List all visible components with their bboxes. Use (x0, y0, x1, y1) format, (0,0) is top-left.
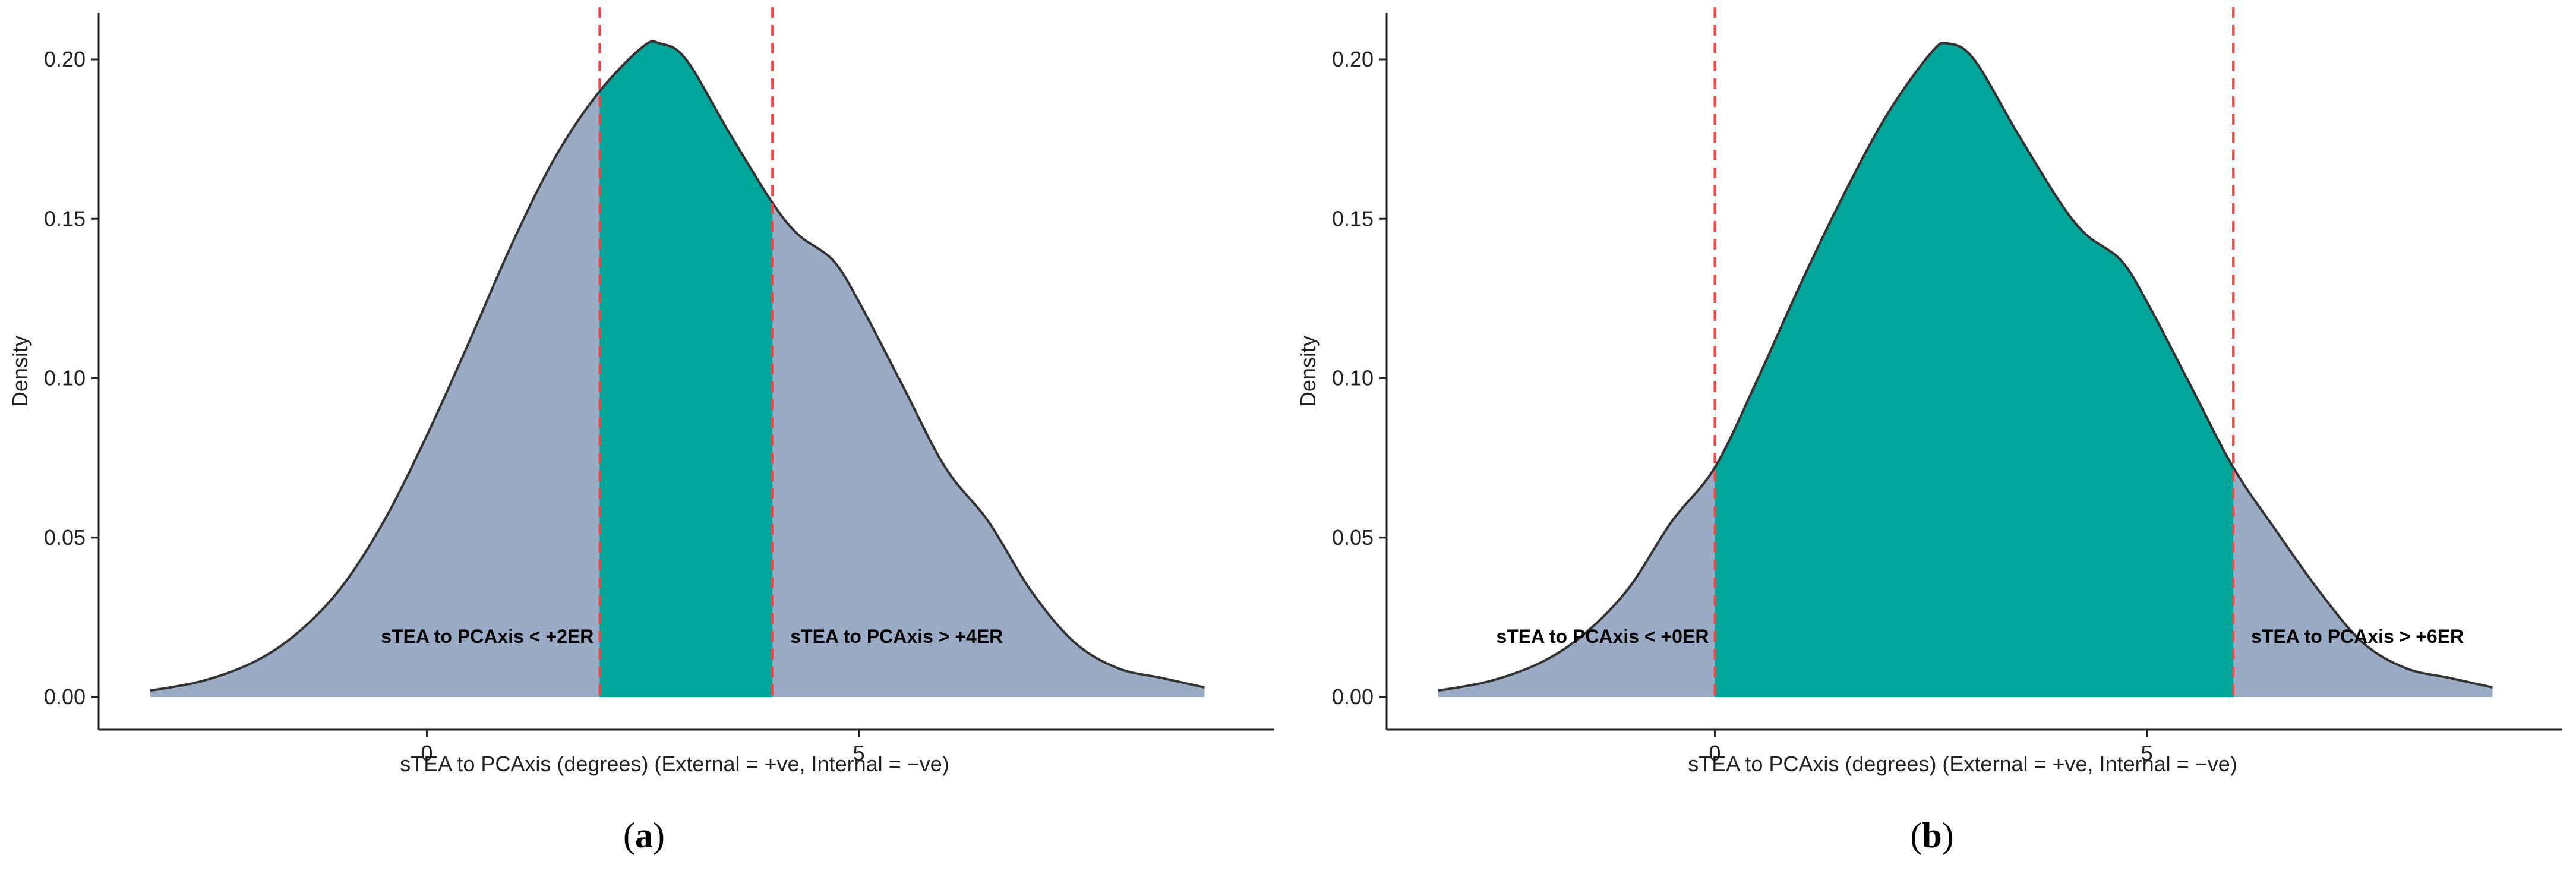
y-axis-title: Density (8, 336, 32, 407)
y-tick-label: 0.15 (44, 206, 86, 231)
y-tick-label: 0.00 (44, 684, 86, 709)
y-tick-label: 0.05 (44, 525, 86, 550)
chart-panel-a: 0.00 0.05 0.10 0.15 0.20 0 5 sTEA to PCAxis (de… (8, 7, 1274, 855)
annotation-upper: sTEA to PCAxis > +6ER (2251, 626, 2464, 647)
density-curve (1438, 42, 2493, 692)
density-curve (150, 40, 1205, 692)
y-tick-label: 0.00 (1332, 684, 1374, 709)
y-tick-label: 0.15 (1332, 206, 1374, 231)
x-tick-label: 0 (421, 741, 433, 765)
x-axis-title: sTEA to PCAxis (degrees) (External = +ve… (400, 752, 949, 776)
annotation-upper: sTEA to PCAxis > +4ER (790, 626, 1003, 647)
y-tick-label: 0.20 (44, 47, 86, 71)
y-axis-title: Density (1296, 336, 1320, 407)
panel-caption-b: (b) (1910, 816, 1954, 855)
y-tick-label: 0.05 (1332, 525, 1374, 550)
panel-caption-a: (a) (623, 816, 665, 855)
y-tick-label: 0.10 (44, 366, 86, 390)
annotation-lower: sTEA to PCAxis < +2ER (381, 626, 594, 647)
density-middle-area (599, 41, 773, 697)
chart-panel-b: 0.00 0.05 0.10 0.15 0.20 0 5 sTEA to PCAxis (de… (1288, 0, 2576, 877)
x-tick-label: 5 (2141, 741, 2153, 765)
y-tick-label: 0.10 (1332, 366, 1374, 390)
density-middle-area (1715, 43, 2234, 697)
annotation-lower: sTEA to PCAxis < +0ER (1496, 626, 1709, 647)
y-tick-label: 0.20 (1332, 47, 1374, 71)
x-tick-label: 0 (1709, 741, 1721, 765)
x-tick-label: 5 (853, 741, 865, 765)
x-axis-title: sTEA to PCAxis (degrees) (External = +ve… (1688, 752, 2237, 776)
